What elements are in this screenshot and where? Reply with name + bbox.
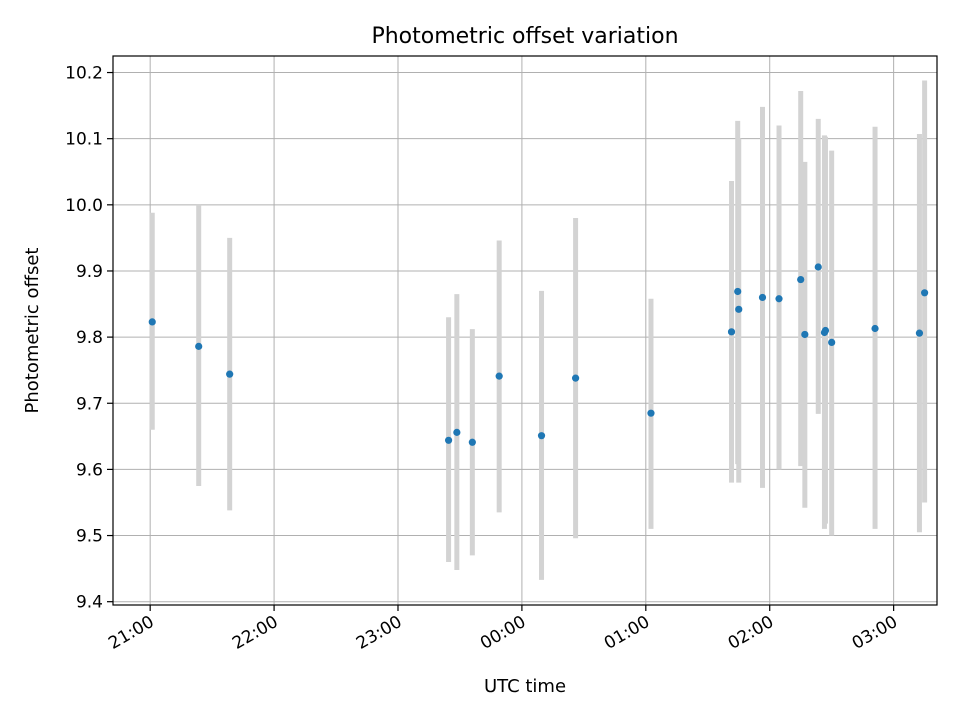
y-axis-ticks: 9.4 9.5 9.6 9.7 9.8 9.9 10.0 10.1 10.2 — [65, 64, 113, 613]
data-point — [495, 372, 503, 380]
y-tick-label: 9.9 — [76, 262, 103, 282]
data-point — [195, 342, 203, 350]
data-point — [148, 318, 156, 326]
data-point — [647, 409, 655, 417]
y-tick-label: 9.8 — [76, 328, 103, 348]
x-axis-label: UTC time — [484, 676, 566, 697]
plot-frame — [112, 55, 938, 606]
data-point — [871, 324, 879, 333]
chart-title: Photometric offset variation — [371, 24, 678, 49]
y-tick-label: 9.4 — [76, 593, 103, 613]
y-tick-label: 9.7 — [76, 394, 103, 414]
data-point — [468, 438, 476, 446]
data-point — [801, 330, 809, 339]
data-point — [571, 374, 580, 382]
data-point — [537, 432, 546, 440]
data-point — [797, 275, 805, 284]
y-axis-label: Photometric offset — [22, 248, 43, 414]
data-point — [915, 329, 924, 337]
data-points — [148, 263, 929, 446]
y-tick-label: 9.6 — [76, 460, 103, 480]
data-point — [814, 263, 822, 271]
y-tick-label: 10.1 — [65, 130, 103, 150]
data-point — [453, 428, 461, 436]
data-point — [775, 295, 783, 303]
y-tick-label: 10.0 — [65, 196, 103, 216]
data-point — [226, 370, 234, 378]
data-point — [828, 338, 836, 347]
y-tick-label: 9.5 — [76, 527, 103, 547]
data-point — [727, 328, 736, 336]
data-point — [921, 289, 929, 297]
data-point — [444, 436, 453, 444]
data-point — [821, 326, 830, 335]
data-point — [758, 293, 767, 302]
data-point — [734, 287, 742, 296]
y-tick-label: 10.2 — [65, 64, 103, 84]
data-point — [735, 305, 743, 313]
